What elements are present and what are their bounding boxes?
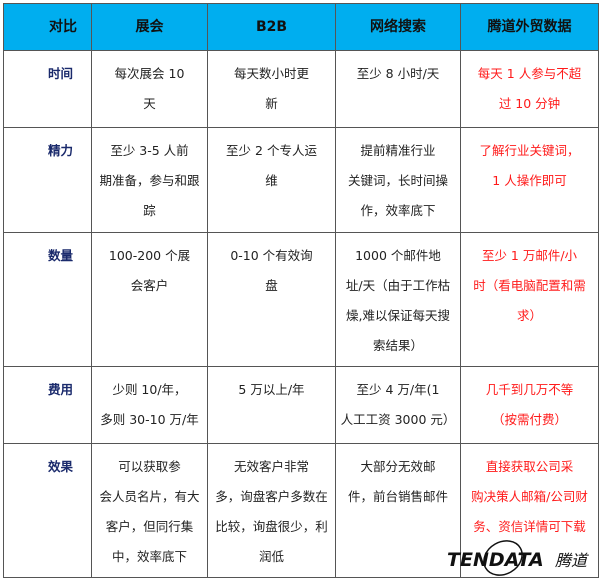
header-row: 对比 展会 B2B 网络搜索 腾道外贸数据 — [3, 3, 599, 51]
cell-line: 至少 8 小时/天 — [356, 66, 440, 81]
column-header: 对比 — [3, 3, 92, 51]
svg-text:腾道: 腾道 — [555, 551, 589, 570]
table-cell: 可以获取参会人员名片，有大 客户，但同行集 中，效率底下 — [91, 443, 208, 578]
row-label: 精力 — [3, 127, 92, 233]
table-cell: 至少 8 小时/天 — [335, 50, 461, 128]
table-row: 时间 每次展会 10 天 每天数小时更新 至少 8 小时/天 每天 1 人参与不超过 10… — [3, 50, 599, 128]
cell-line: 可以获取参 — [118, 459, 181, 474]
column-header: 腾道外贸数据 — [460, 3, 599, 51]
table-cell: 1000 个邮件地 址/天（由于工作枯 燥,难以保证每天搜 索结果） — [335, 232, 461, 367]
cell-line: 作，效率底下 — [360, 203, 436, 218]
cell-line: 比较，询盘很少，利 — [215, 519, 328, 534]
cell-line: 大部分无效邮 — [360, 459, 436, 474]
cell-line: 每次展会 10 — [114, 66, 185, 81]
table-cell: 少则 10/年， 多则 30-10 万/年 — [91, 366, 208, 444]
table-cell: 几千到几万不等 （按需付费） — [460, 366, 599, 444]
table-row: 数量 100-200 个展 会客户 0-10 个有效询盘 1000 个邮件地 址/天（由于… — [3, 232, 599, 367]
table-cell: 5 万以上/年 — [207, 366, 336, 444]
cell-line: 多，询盘客户多数在 — [215, 489, 328, 504]
tendata-logo: TENDATA 腾道 — [447, 540, 589, 576]
table-cell: 无效客户非常多，询盘客户多数在 比较，询盘很少，利 润低 — [207, 443, 336, 578]
cell-line: 址/天（由于工作枯 — [345, 278, 451, 293]
row-label: 费用 — [3, 366, 92, 444]
table-cell: 提前精准行业 关键词，长时间操 作，效率底下 — [335, 127, 461, 233]
cell-line: 1000 个邮件地 — [355, 248, 441, 263]
table-cell: 100-200 个展 会客户 — [91, 232, 208, 367]
cell-line: 几千到几万不等 — [485, 382, 574, 397]
cell-line: 直接获取公司采 — [485, 459, 574, 474]
cell-line: 新 — [265, 96, 278, 111]
cell-line: 天 — [143, 96, 156, 111]
cell-line: 少则 10/年， — [112, 382, 187, 397]
cell-line: 购决策人邮箱/公司财 — [471, 489, 588, 504]
table-cell: 每次展会 10 天 — [91, 50, 208, 128]
table-cell: 每天 1 人参与不超过 10 分钟 — [460, 50, 599, 128]
cell-line: 每天 1 人参与不超 — [477, 66, 582, 81]
cell-line: 每天数小时更 — [233, 66, 309, 81]
cell-line: 5 万以上/年 — [238, 382, 305, 397]
cell-line: 会人员名片，有大 — [99, 489, 200, 504]
cell-line: 盘 — [265, 278, 278, 293]
cell-line: 过 10 分钟 — [498, 96, 561, 111]
cell-line: 燥,难以保证每天搜 — [346, 308, 450, 323]
cell-line: 至少 2 个专人运 — [226, 143, 317, 158]
cell-line: 关键词，长时间操 — [347, 173, 448, 188]
table-cell: 至少 2 个专人运维 — [207, 127, 336, 233]
cell-line: 索结果） — [372, 338, 423, 353]
cell-line: 了解行业关键词， — [479, 143, 580, 158]
table-row: 精力 至少 3-5 人前 期准备，参与和跟踪至少 2 个专人运维提前精准行业 关键词，… — [3, 127, 599, 233]
column-header: 展会 — [91, 3, 208, 51]
table-cell: 至少 4 万/年(1 人工工资 3000 元） — [335, 366, 461, 444]
row-label: 时间 — [3, 50, 92, 128]
table-cell: 了解行业关键词， 1 人操作即可 — [460, 127, 599, 233]
table-cell: 每天数小时更新 — [207, 50, 336, 128]
cell-line: 件，前台销售邮件 — [347, 489, 448, 504]
cell-line: 会客户 — [130, 278, 169, 293]
cell-line: 人工工资 3000 元） — [340, 412, 456, 427]
cell-line: 100-200 个展 — [108, 248, 191, 263]
svg-text:TENDATA: TENDATA — [447, 549, 544, 571]
cell-line: 维 — [265, 173, 278, 188]
cell-line: 润低 — [258, 549, 284, 564]
cell-line: 提前精准行业 — [360, 143, 436, 158]
cell-line: 至少 3-5 人前 — [110, 143, 189, 158]
table-cell: 至少 3-5 人前 期准备，参与和跟踪 — [91, 127, 208, 233]
row-label: 数量 — [3, 232, 92, 367]
cell-line: 客户，但同行集 — [105, 519, 194, 534]
column-header: B2B — [207, 3, 336, 51]
table-cell: 大部分无效邮 件，前台销售邮件 — [335, 443, 461, 578]
column-header: 网络搜索 — [335, 3, 461, 51]
table-cell: 直接获取公司采 购决策人邮箱/公司财 务、资信详情可下载 — [460, 443, 599, 578]
table-cell: 至少 1 万邮件/小 时（看电脑配置和需 求） — [460, 232, 599, 367]
cell-line: 无效客户非常 — [233, 459, 309, 474]
cell-line: 时（看电脑配置和需 — [473, 278, 586, 293]
cell-line: 多则 30-10 万/年 — [100, 412, 199, 427]
table-row: 效果 可以获取参 会人员名片，有大 客户，但同行集 中，效率底下 无效客户非常 多，询盘客户… — [3, 443, 599, 578]
cell-line: 求） — [516, 308, 542, 323]
table-cell: 0-10 个有效询盘 — [207, 232, 336, 367]
cell-line: 务、资信详情可下载 — [473, 519, 586, 534]
cell-line: 踪 — [143, 203, 156, 218]
cell-line: 中，效率底下 — [111, 549, 187, 564]
comparison-table: 对比 展会 B2B 网络搜索 腾道外贸数据 时间 每次展会 10 天 每天数小时更新 至少 8 … — [3, 3, 599, 578]
row-label: 效果 — [3, 443, 92, 578]
cell-line: 至少 1 万邮件/小 — [481, 248, 578, 263]
cell-line: 1 人操作即可 — [492, 173, 567, 188]
cell-line: 至少 4 万/年(1 — [356, 382, 440, 397]
table-row: 费用 少则 10/年， 多则 30-10 万/年 5 万以上/年 至少 4 万/年(1 人… — [3, 366, 599, 444]
cell-line: 0-10 个有效询 — [230, 248, 313, 263]
cell-line: 期准备，参与和跟 — [99, 173, 200, 188]
cell-line: （按需付费） — [491, 412, 567, 427]
